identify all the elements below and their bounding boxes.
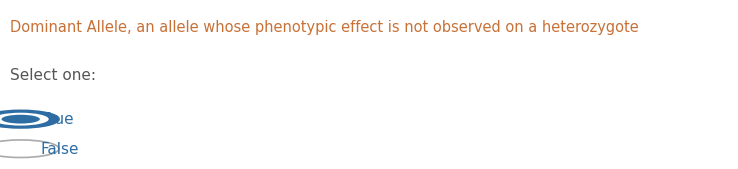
Text: Select one:: Select one: [10,68,96,83]
Text: Dominant Allele, an allele whose phenotypic effect is not observed on a heterozy: Dominant Allele, an allele whose phenoty… [10,20,638,35]
Circle shape [0,113,49,126]
Circle shape [0,140,59,158]
Circle shape [0,110,59,128]
Text: True: True [41,112,73,127]
Circle shape [1,115,40,124]
Text: False: False [41,142,79,157]
